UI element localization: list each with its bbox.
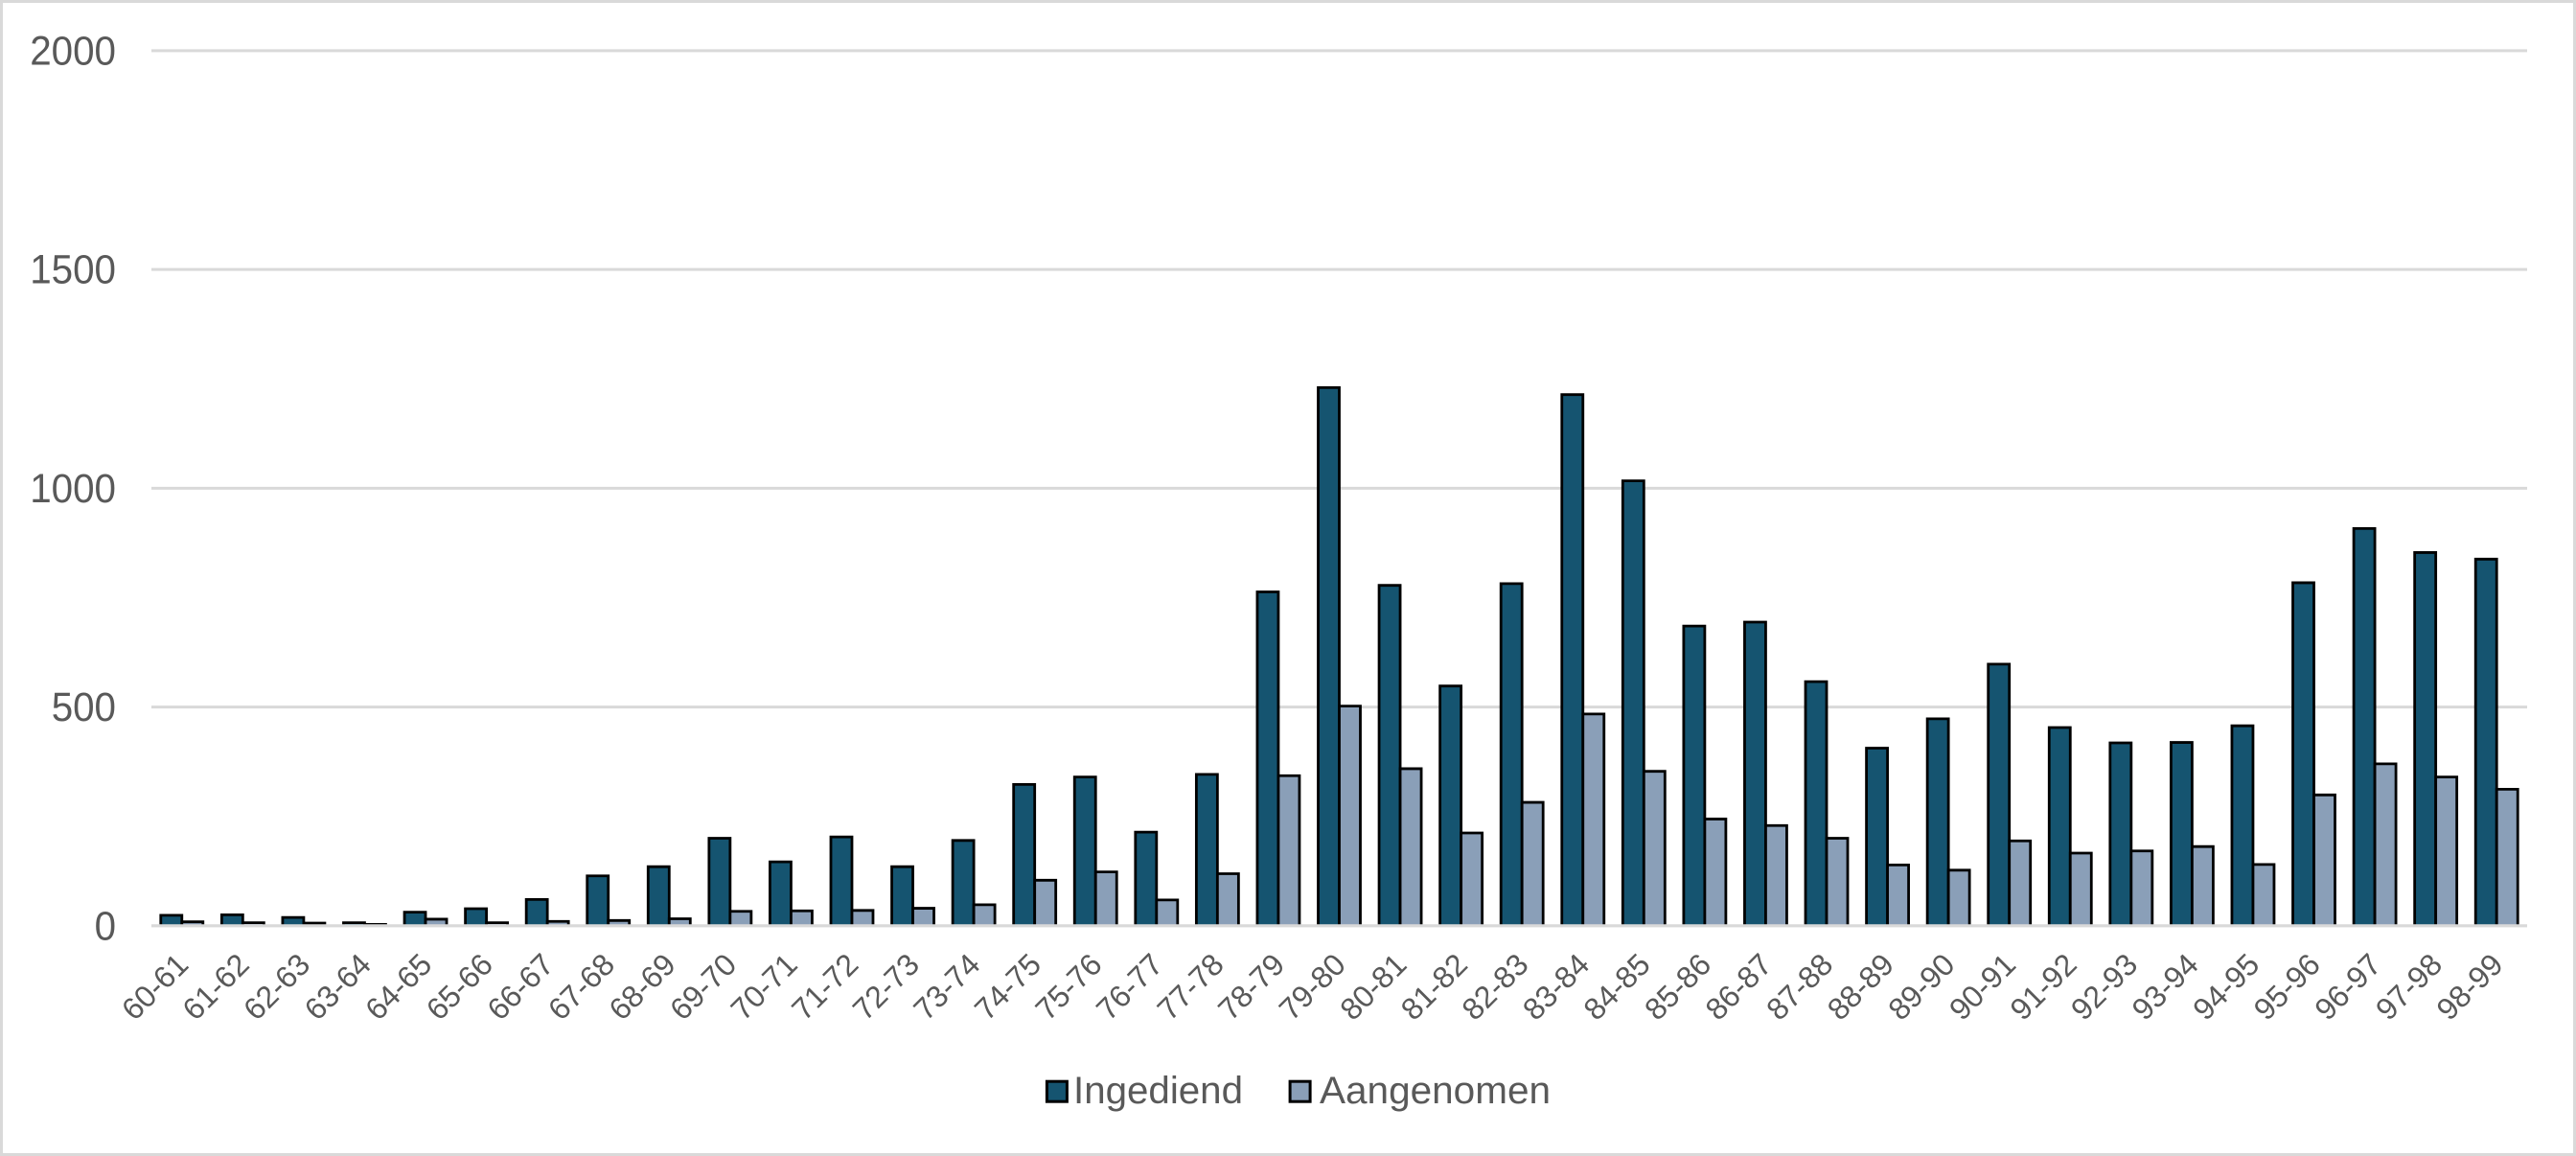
svg-text:0: 0: [95, 903, 116, 949]
svg-text:Aangenomen: Aangenomen: [1320, 1070, 1551, 1112]
svg-text:Ingediend: Ingediend: [1073, 1070, 1243, 1112]
svg-text:2000: 2000: [30, 28, 116, 74]
svg-text:500: 500: [52, 684, 116, 730]
svg-text:1000: 1000: [30, 466, 116, 512]
svg-text:1500: 1500: [30, 247, 116, 293]
